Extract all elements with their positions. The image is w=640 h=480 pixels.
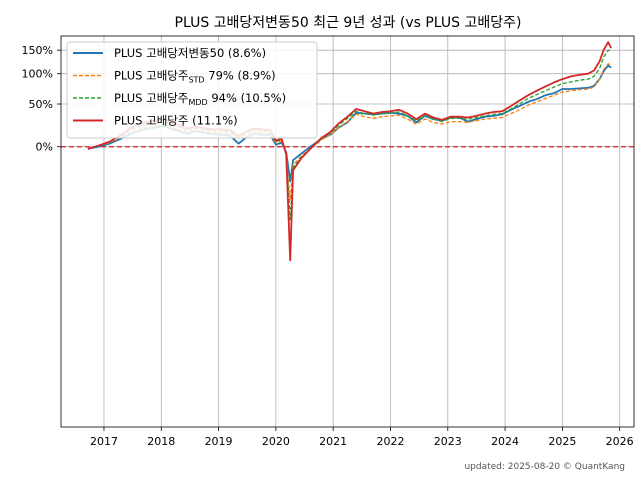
y-tick-label: 50%	[29, 98, 53, 111]
legend-label-3: PLUS 고배당주 (11.1%)	[114, 114, 238, 128]
footer-credit: updated: 2025-08-20 © QuantKang	[464, 462, 625, 472]
legend-label-subscript: MDD	[188, 98, 207, 107]
x-tick-label: 2018	[147, 435, 175, 448]
x-tick-label: 2022	[376, 435, 404, 448]
legend-label-main: PLUS 고배당주 (11.1%)	[114, 114, 238, 128]
plot-frame	[60, 35, 635, 428]
x-axis-tick-labels: 2017 2018 2019 2020 2021 2022 2023 2024 2025 2026	[90, 435, 634, 448]
legend-label-main: PLUS 고배당주	[114, 69, 188, 83]
legend-label-main: PLUS 고배당주	[114, 91, 188, 105]
legend-box	[66, 41, 318, 139]
x-tick-label: 2026	[606, 435, 634, 448]
legend-label-0: PLUS 고배당저변동50 (8.6%)	[114, 46, 266, 60]
legend-label-tail: 94% (10.5%)	[208, 91, 286, 105]
y-tick-label: 150%	[22, 44, 53, 57]
series-line-2	[87, 49, 612, 221]
x-tick-label: 2024	[491, 435, 519, 448]
legend-label-1: PLUS 고배당주STD 79% (8.9%)	[114, 69, 276, 85]
x-tick-label: 2017	[90, 435, 118, 448]
y-tick-label: 100%	[22, 68, 53, 81]
legend-label-subscript: STD	[188, 76, 204, 85]
legend-label-tail: 79% (8.9%)	[205, 69, 276, 83]
x-tick-label: 2025	[548, 435, 576, 448]
legend-label-main: PLUS 고배당저변동50 (8.6%)	[114, 46, 266, 60]
x-tick-label: 2019	[205, 435, 233, 448]
legend-label-2: PLUS 고배당주MDD 94% (10.5%)	[114, 91, 286, 107]
legend: PLUS 고배당저변동50 (8.6%) PLUS 고배당주STD 79% (8.…	[66, 41, 318, 139]
chart-title: PLUS 고배당저변동50 최근 9년 성과 (vs PLUS 고배당주)	[175, 15, 522, 31]
y-axis-tick-labels: 0% 50% 100% 150%	[22, 44, 53, 154]
x-tick-label: 2020	[262, 435, 290, 448]
y-tick-label: 0%	[36, 141, 53, 154]
x-tick-label: 2021	[319, 435, 347, 448]
x-tick-label: 2023	[434, 435, 462, 448]
